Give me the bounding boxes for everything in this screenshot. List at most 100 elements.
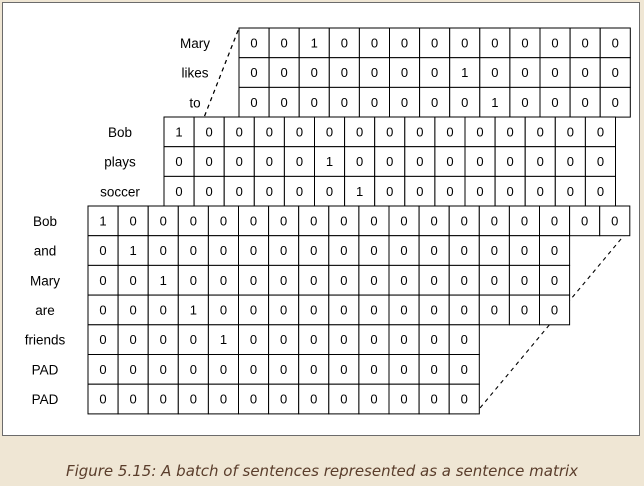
matrix-cell [554, 116, 586, 148]
matrix-cell [328, 354, 360, 385]
matrix-cell [358, 57, 390, 88]
matrix-cell [328, 324, 360, 355]
cell-value: 0 [507, 154, 514, 169]
cell-value: 0 [220, 243, 227, 258]
cell-value: 0 [99, 273, 106, 288]
row-word-label: Mary [180, 36, 210, 51]
row-word-label: friends [25, 333, 66, 348]
cell-value: 0 [280, 302, 287, 317]
cell-value: 0 [160, 362, 167, 377]
cell-value: 0 [446, 184, 453, 199]
cell-value: 0 [266, 124, 273, 139]
cell-value: 0 [236, 154, 243, 169]
cell-value: 0 [340, 362, 347, 377]
cell-value: 0 [581, 213, 588, 228]
cell-value: 0 [370, 392, 377, 407]
cell-value: 0 [310, 392, 317, 407]
cell-value: 0 [175, 184, 182, 199]
cell-value: 0 [130, 302, 137, 317]
matrix-cell [599, 86, 631, 118]
cell-value: 0 [310, 362, 317, 377]
matrix-back: 0 0 1 0 0 0 0 0 0 0 0 0 0 0 0 0 0 0 0 0 1 0 0 0 0 0 0 0 0 0 0 0 0 0 1 0 0 0 0 M… [180, 27, 631, 118]
cell-value: 0 [250, 35, 257, 50]
cell-value: 0 [612, 95, 619, 110]
cell-value: 0 [461, 95, 468, 110]
cell-value: 0 [340, 273, 347, 288]
cell-value: 0 [220, 302, 227, 317]
matrix-cell [584, 175, 617, 207]
matrix-cell [238, 294, 270, 326]
cell-value: 0 [400, 362, 407, 377]
matrix-cell [539, 27, 571, 59]
cell-value: 0 [521, 302, 528, 317]
cell-value: 1 [491, 95, 498, 110]
cell-value: 0 [491, 243, 498, 258]
cell-value: 0 [521, 95, 528, 110]
matrix-cell [298, 86, 330, 118]
cell-value: 0 [99, 392, 106, 407]
cell-value: 0 [461, 273, 468, 288]
matrix-cell [193, 175, 225, 207]
cell-value: 0 [551, 302, 558, 317]
matrix-cell [584, 116, 617, 148]
cell-value: 0 [521, 65, 528, 80]
cell-value: 0 [371, 35, 378, 50]
cell-value: 0 [310, 213, 317, 228]
cell-value: 0 [266, 154, 273, 169]
cell-value: 0 [296, 154, 303, 169]
cell-value: 0 [386, 184, 393, 199]
cell-value: 0 [431, 95, 438, 110]
figure-caption: Figure 5.15: A batch of sentences repres… [65, 462, 579, 480]
cell-value: 0 [326, 184, 333, 199]
cell-value: 0 [597, 154, 604, 169]
cell-value: 0 [206, 124, 213, 139]
matrix-cell [314, 175, 346, 207]
cell-value: 0 [431, 35, 438, 50]
cell-value: 0 [461, 332, 468, 347]
cell-value: 0 [461, 35, 468, 50]
cell-value: 1 [461, 65, 468, 80]
cell-value: 0 [220, 213, 227, 228]
matrix-cell [328, 235, 360, 266]
matrix-cell [177, 383, 209, 415]
matrix-cell [268, 354, 300, 385]
cell-value: 0 [130, 392, 137, 407]
cell-value: 0 [431, 243, 438, 258]
matrix-cell [177, 324, 209, 355]
matrix-cell [193, 146, 225, 177]
matrix-cell [569, 86, 601, 118]
matrix-cell [494, 116, 526, 148]
cell-value: 0 [416, 124, 423, 139]
cell-value: 0 [597, 184, 604, 199]
row-word-label: soccer [100, 184, 140, 199]
cell-value: 0 [521, 273, 528, 288]
matrix-cell [404, 116, 436, 148]
cell-value: 0 [250, 273, 257, 288]
cell-value: 0 [236, 124, 243, 139]
matrix-cell [584, 146, 617, 177]
cell-value: 0 [507, 124, 514, 139]
cell-value: 0 [190, 332, 197, 347]
cell-value: 0 [250, 302, 257, 317]
matrix-cell [494, 146, 526, 177]
cell-value: 0 [341, 65, 348, 80]
matrix-cell [388, 205, 420, 237]
cell-value: 0 [280, 332, 287, 347]
matrix-cell [479, 27, 511, 59]
matrix-cell [238, 383, 270, 415]
row-word-label: plays [104, 155, 136, 170]
cell-value: 0 [281, 35, 288, 50]
matrix-cell [418, 264, 450, 296]
matrix-cell [539, 205, 571, 237]
cell-value: 0 [567, 124, 574, 139]
cell-value: 0 [401, 65, 408, 80]
matrix-cell [374, 146, 406, 177]
matrix-cell [207, 235, 239, 266]
cell-value: 0 [551, 35, 558, 50]
cell-value: 0 [461, 392, 468, 407]
cell-value: 0 [296, 124, 303, 139]
matrix-cell [509, 86, 541, 118]
matrix-cell [539, 86, 571, 118]
cell-value: 0 [446, 124, 453, 139]
cell-value: 0 [386, 124, 393, 139]
